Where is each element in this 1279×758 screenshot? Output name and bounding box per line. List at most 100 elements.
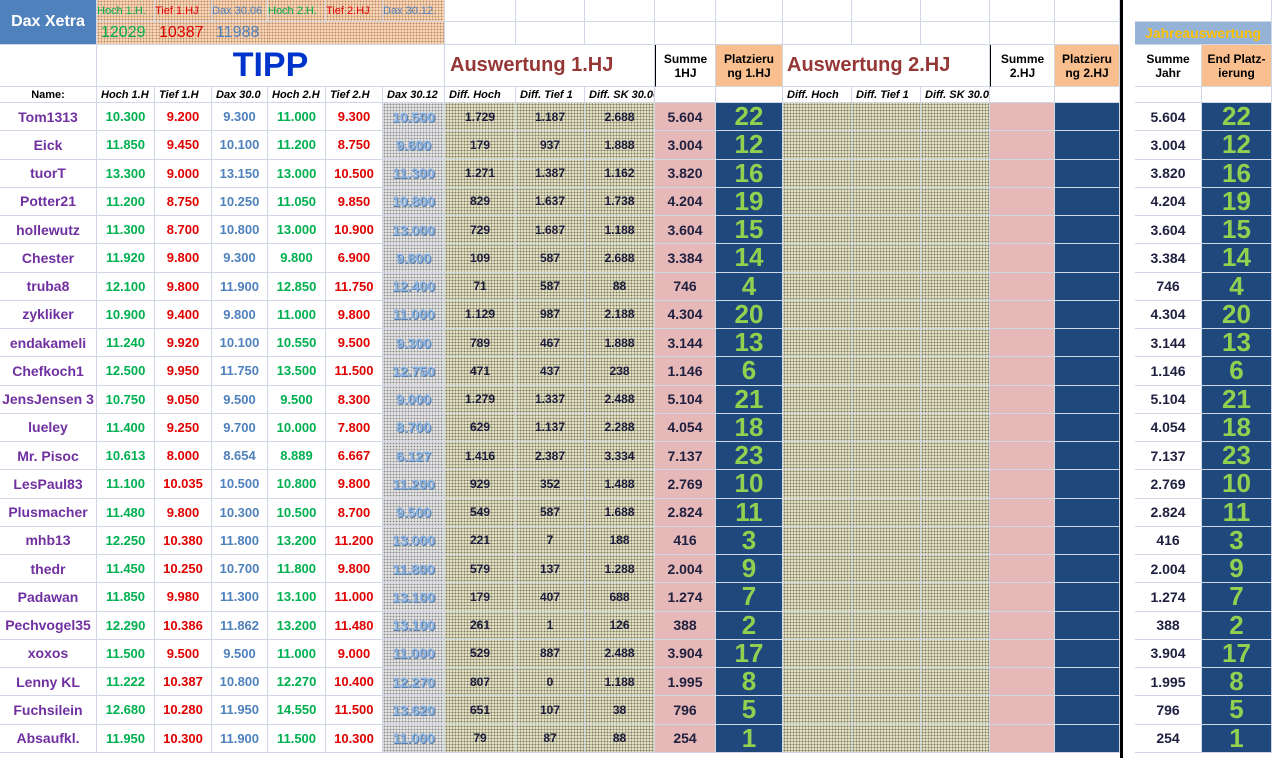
rank-1: 3 bbox=[716, 526, 783, 555]
tipp-low-1: 8.750 bbox=[155, 187, 212, 216]
tipp-dax-1: 11.750 bbox=[212, 357, 268, 386]
empty-diff bbox=[783, 216, 852, 245]
tipp-high-2: 10.000 bbox=[268, 413, 326, 442]
blank bbox=[1135, 87, 1202, 103]
diff-close: 88 bbox=[585, 724, 655, 753]
diff-low: 587 bbox=[516, 244, 585, 273]
empty-diff bbox=[783, 413, 852, 442]
empty-sum bbox=[990, 413, 1055, 442]
rank-final: 9 bbox=[1202, 555, 1272, 584]
sum-header-line: 2.HJ bbox=[1009, 65, 1036, 80]
tipp-dax-1: 9.300 bbox=[212, 103, 268, 132]
tipp-low-2: 11.500 bbox=[326, 357, 383, 386]
empty-diff bbox=[852, 498, 921, 527]
rank-header-line: ierung bbox=[1218, 65, 1255, 80]
empty-diff bbox=[783, 639, 852, 668]
diff-high: 529 bbox=[445, 639, 516, 668]
empty-rank bbox=[1055, 526, 1120, 555]
tipp-dax-1: 11.950 bbox=[212, 696, 268, 725]
sum-1: 796 bbox=[655, 696, 716, 725]
blank bbox=[990, 22, 1055, 45]
blank bbox=[716, 0, 783, 22]
name: Absaufkl. bbox=[0, 724, 97, 753]
tipp-dax-1: 10.100 bbox=[212, 131, 268, 160]
sum-year: 1.274 bbox=[1135, 583, 1202, 612]
sum-1: 3.604 bbox=[655, 216, 716, 245]
blank bbox=[516, 22, 585, 45]
sum-year: 5.604 bbox=[1135, 103, 1202, 132]
empty-rank bbox=[1055, 639, 1120, 668]
tipp-title: TIPP bbox=[97, 45, 445, 87]
tipp-low-1: 9.800 bbox=[155, 272, 212, 301]
tipp-high-2: 11.050 bbox=[268, 187, 326, 216]
tipp-low-2: 11.500 bbox=[326, 696, 383, 725]
rank-1: 22 bbox=[716, 103, 783, 132]
name: Pechvogel35 bbox=[0, 611, 97, 640]
tipp-dax-1: 13.150 bbox=[212, 159, 268, 188]
tipp-dax-1: 10.800 bbox=[212, 216, 268, 245]
rank-header: Platzieru ng 1.HJ bbox=[716, 45, 783, 87]
sum-header-line: Summe bbox=[663, 51, 708, 66]
empty-rank bbox=[1055, 611, 1120, 640]
tipp-high-2: 13.100 bbox=[268, 583, 326, 612]
diff-close: 88 bbox=[585, 272, 655, 301]
empty-diff bbox=[921, 470, 990, 499]
diff-low: 1.687 bbox=[516, 216, 585, 245]
tipp-dax-1: 10.500 bbox=[212, 470, 268, 499]
tipp-low-2: 6.667 bbox=[326, 442, 383, 471]
diff-low: 407 bbox=[516, 583, 585, 612]
sub-header: Hoch 2.H bbox=[268, 87, 326, 103]
diff-close: 238 bbox=[585, 357, 655, 386]
tipp-dax-2: 11.200 bbox=[383, 470, 445, 499]
sum-header-line: Summe bbox=[1000, 51, 1045, 66]
name: JensJensen 3 bbox=[0, 385, 97, 414]
tipp-high-2: 9.800 bbox=[268, 244, 326, 273]
rank-1: 9 bbox=[716, 555, 783, 584]
empty-rank bbox=[1055, 668, 1120, 697]
tipp-low-1: 10.035 bbox=[155, 470, 212, 499]
tipp-high-2: 11.800 bbox=[268, 555, 326, 584]
diff-high: 471 bbox=[445, 357, 516, 386]
tipp-low-2: 11.750 bbox=[326, 272, 383, 301]
tipp-low-2: 9.800 bbox=[326, 555, 383, 584]
blank bbox=[445, 0, 516, 22]
tipp-high-2: 11.200 bbox=[268, 131, 326, 160]
tipp-dax-1: 11.900 bbox=[212, 272, 268, 301]
sum-year: 7.137 bbox=[1135, 442, 1202, 471]
diff-high: 71 bbox=[445, 272, 516, 301]
actual-value: 12029 bbox=[97, 22, 155, 45]
rank-final: 14 bbox=[1202, 244, 1272, 273]
tipp-low-1: 9.250 bbox=[155, 413, 212, 442]
diff-high: 629 bbox=[445, 413, 516, 442]
tipp-dax-1: 9.700 bbox=[212, 413, 268, 442]
header-label: Tief 1.HJ bbox=[155, 0, 212, 22]
rank-final: 20 bbox=[1202, 300, 1272, 329]
empty-diff bbox=[852, 526, 921, 555]
empty-rank bbox=[1055, 442, 1120, 471]
empty-diff bbox=[852, 611, 921, 640]
rank-1: 8 bbox=[716, 668, 783, 697]
rank-header-line: ng 2.HJ bbox=[1065, 65, 1109, 80]
empty-diff bbox=[852, 244, 921, 273]
tipp-high-1: 11.450 bbox=[97, 555, 155, 584]
tipp-high-2: 8.889 bbox=[268, 442, 326, 471]
tipp-dax-1: 10.700 bbox=[212, 555, 268, 584]
name: Chester bbox=[0, 244, 97, 273]
rank-1: 1 bbox=[716, 724, 783, 753]
sub-header: Dax 30.12 bbox=[383, 87, 445, 103]
diff-high: 729 bbox=[445, 216, 516, 245]
sum-year: 796 bbox=[1135, 696, 1202, 725]
rank-header-line: ng 1.HJ bbox=[727, 65, 771, 80]
sum-1: 2.004 bbox=[655, 555, 716, 584]
empty-diff bbox=[783, 583, 852, 612]
tipp-high-2: 11.500 bbox=[268, 724, 326, 753]
tipp-low-2: 6.900 bbox=[326, 244, 383, 273]
sum-year: 4.304 bbox=[1135, 300, 1202, 329]
empty-rank bbox=[1055, 724, 1120, 753]
tipp-high-1: 11.222 bbox=[97, 668, 155, 697]
empty-sum bbox=[990, 244, 1055, 273]
tipp-low-1: 9.800 bbox=[155, 498, 212, 527]
diff-close: 2.188 bbox=[585, 300, 655, 329]
rank-1: 21 bbox=[716, 385, 783, 414]
